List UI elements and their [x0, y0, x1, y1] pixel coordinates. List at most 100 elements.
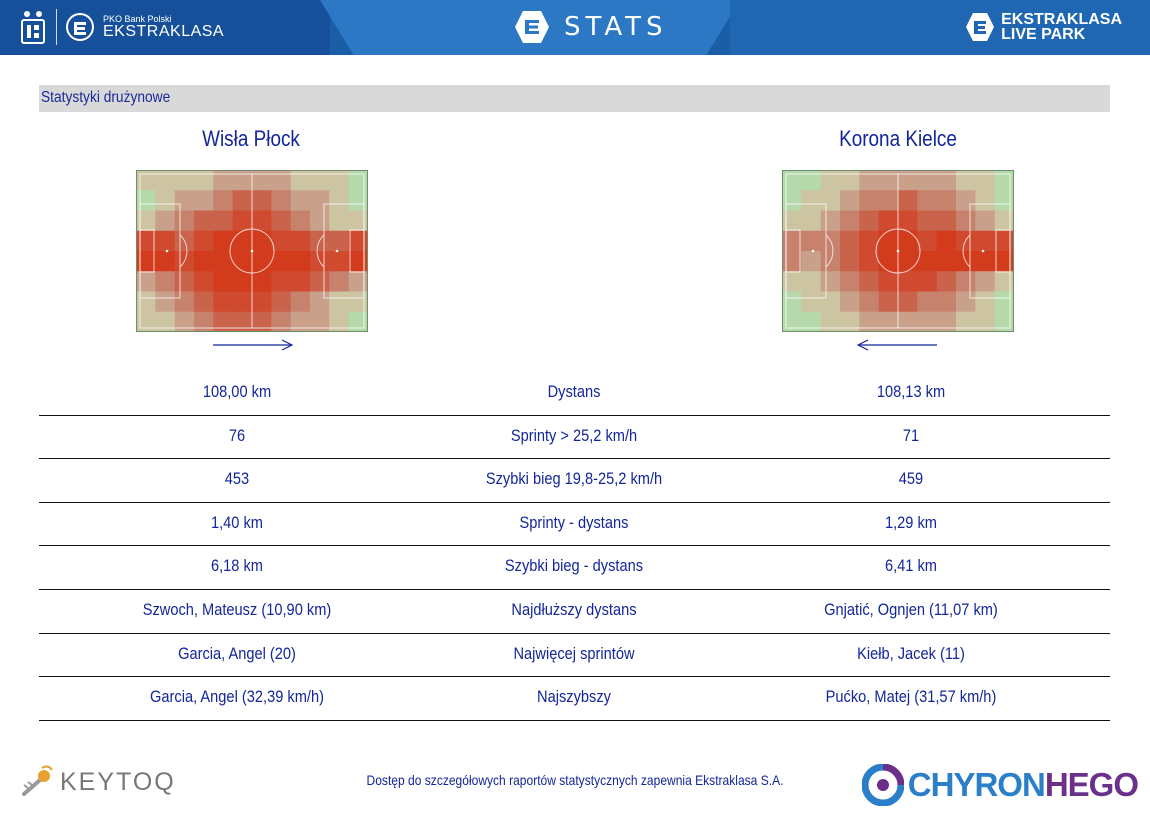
chyronhego-logo[interactable]: CHYRONHEGO — [861, 764, 1139, 806]
heatmap-cell — [975, 170, 996, 191]
home-value: Garcia, Angel (32,39 km/h) — [150, 687, 324, 707]
livepark-logo[interactable]: EKSTRAKLASA LIVE PARK — [965, 11, 1122, 43]
heatmap-cell — [936, 210, 957, 232]
pitch-border — [136, 170, 368, 332]
away-value: Kiełb, Jacek (11) — [857, 643, 965, 663]
heatmap-cell — [290, 251, 311, 272]
heatmap-cell — [290, 190, 311, 211]
heatmap-cell — [329, 251, 350, 272]
away-attack-direction-arrow-icon — [856, 339, 937, 351]
heatmap-cell — [898, 170, 918, 191]
stats-logo[interactable]: STATS — [514, 10, 668, 44]
heatmap-cell — [348, 271, 368, 292]
heatmap-cell — [878, 291, 899, 313]
heatmap-cell — [232, 170, 253, 191]
heatmap-cell — [290, 291, 311, 313]
heatmap-cell — [310, 311, 330, 332]
heatmap-cell — [801, 190, 822, 211]
heatmap-cell — [878, 190, 899, 211]
heatmap-cell — [801, 311, 822, 332]
heatmap-cell — [994, 271, 1014, 292]
keytoq-logo[interactable]: KEYTOQ — [20, 764, 176, 800]
heatmap-cell — [859, 291, 880, 313]
left-penalty-arc — [825, 234, 834, 268]
heatmap-cell — [194, 230, 214, 252]
table-row: 1,40 km Sprinty - dystans 1,29 km — [39, 503, 1110, 547]
heatmap-cell — [917, 251, 938, 272]
heatmap-cell — [898, 230, 918, 252]
stats-e-icon — [515, 11, 549, 43]
heatmap-cell — [252, 311, 272, 332]
heatmap-cell — [956, 190, 976, 211]
heatmap-cell — [348, 291, 368, 313]
heatmap-cell — [859, 271, 880, 292]
heatmap-cell — [917, 170, 938, 191]
heatmap-cell — [232, 251, 253, 272]
heatmap-cell — [310, 210, 330, 232]
heatmap-cell — [956, 311, 976, 332]
heatmap-cell — [271, 311, 292, 332]
heatmap-cell — [252, 291, 272, 313]
heatmap-cell — [194, 251, 214, 272]
heatmap-cell — [194, 271, 214, 292]
heatmap-cell — [136, 271, 156, 292]
heatmap-cell — [213, 210, 234, 232]
heatmap-cell — [994, 291, 1014, 313]
heatmap-cell — [310, 170, 330, 191]
heatmap-cell — [329, 291, 350, 313]
heatmap-cell — [859, 170, 880, 191]
heatmap-cell — [956, 291, 976, 313]
heatmap-cell — [213, 190, 234, 211]
heatmap-cell — [136, 311, 156, 332]
chyronhego-text: CHYRONHEGO — [907, 766, 1139, 804]
heatmap-cell — [859, 190, 880, 211]
pko-ekstraklasa-text: PKO Bank Polski EKSTRAKLASA — [103, 14, 224, 40]
home-attack-direction-arrow-icon — [213, 339, 294, 351]
heatmap-cell — [329, 210, 350, 232]
heatmap-cell — [820, 210, 841, 232]
heatmap-cell — [994, 230, 1014, 252]
right-penalty-spot — [981, 249, 985, 253]
heatmap-cell — [155, 291, 176, 313]
section-header: Statystyki drużynowe — [39, 85, 1110, 112]
stat-label: Najwięcej sprintów — [513, 643, 635, 663]
table-row: 108,00 km Dystans 108,13 km — [39, 372, 1110, 416]
left-goal-area — [785, 229, 801, 273]
heatmap-cell — [782, 251, 802, 272]
pitch-border — [782, 170, 1014, 332]
heatmap-cell — [329, 170, 350, 191]
heatmap-cell — [252, 230, 272, 252]
heatmap-cell — [174, 291, 195, 313]
home-value: 1,40 km — [210, 512, 264, 532]
heatmap-cell — [994, 210, 1014, 232]
table-row: 453 Szybki bieg 19,8-25,2 km/h 459 — [39, 459, 1110, 503]
livepark-text: EKSTRAKLASA LIVE PARK — [1001, 11, 1122, 42]
heatmap-cell — [290, 210, 311, 232]
chyron-part: CHYRON — [907, 766, 1046, 803]
heatmap-cell — [155, 230, 176, 252]
right-penalty-arc — [316, 234, 325, 268]
heatmap-cell — [271, 230, 292, 252]
heatmap-cell — [348, 210, 368, 232]
heatmap-cell — [898, 271, 918, 292]
heatmap-cell — [898, 311, 918, 332]
away-value: Gnjatić, Ognjen (11,07 km) — [824, 599, 998, 619]
table-row: Szwoch, Mateusz (10,90 km) Najdłuższy dy… — [39, 590, 1110, 634]
heatmap-cell — [329, 190, 350, 211]
heatmap-cell — [917, 210, 938, 232]
pko-ekstraklasa-logo[interactable]: PKO Bank Polski EKSTRAKLASA — [18, 6, 224, 48]
header-band-right — [730, 0, 1150, 55]
heatmap-cell — [994, 251, 1014, 272]
heatmap-cell — [271, 190, 292, 211]
heatmap-cell — [936, 271, 957, 292]
home-team-name: Wisła Płock — [202, 126, 300, 151]
right-goal-area — [349, 229, 365, 273]
heatmap-cell — [859, 230, 880, 252]
heatmap-cell — [878, 251, 899, 272]
heatmap-cell — [329, 311, 350, 332]
heatmap-cell — [232, 291, 253, 313]
stat-label: Szybki bieg 19,8-25,2 km/h — [485, 469, 663, 489]
heatmap-cell — [820, 311, 841, 332]
heatmap-cell — [174, 170, 195, 191]
heatmap-cell — [782, 190, 802, 211]
